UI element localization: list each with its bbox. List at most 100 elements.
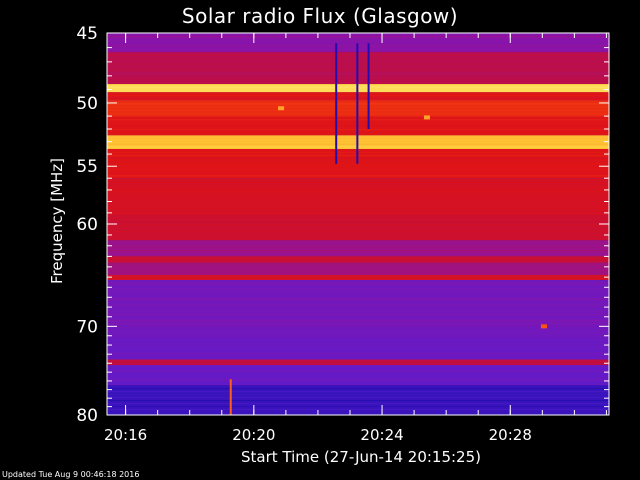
- y-tick-label: 80: [76, 406, 98, 426]
- band-texture-row: [107, 326, 609, 328]
- band-texture-row: [107, 367, 609, 369]
- band-texture-row: [107, 199, 609, 201]
- band-texture-row: [107, 277, 609, 279]
- burst-line: [367, 43, 370, 129]
- band-texture-row: [107, 373, 609, 375]
- band-texture-row: [107, 298, 609, 300]
- band-texture-row: [107, 365, 609, 367]
- band-texture-row: [107, 289, 609, 291]
- band-texture-row: [107, 275, 609, 277]
- band-texture-row: [107, 400, 609, 402]
- band-texture-row: [107, 175, 609, 177]
- x-tick-label: 20:16: [104, 426, 147, 444]
- band-texture-row: [107, 268, 609, 270]
- band-texture-row: [107, 184, 609, 186]
- frequency-band: [107, 359, 609, 366]
- x-axis-ticks: 20:16 20:20 20:24 20:28: [104, 33, 607, 444]
- spectrogram-image: [107, 33, 609, 415]
- band-texture-row: [107, 249, 609, 251]
- band-texture-row: [107, 178, 609, 180]
- band-texture-row: [107, 301, 609, 303]
- band-texture-row: [107, 265, 609, 267]
- band-texture-row: [107, 403, 609, 405]
- band-texture-row: [107, 259, 609, 261]
- band-texture-row: [107, 243, 609, 245]
- chart-title: Solar radio Flux (Glasgow): [181, 4, 459, 28]
- band-texture-row: [107, 193, 609, 195]
- band-texture-row: [107, 166, 609, 168]
- band-texture-row: [107, 190, 609, 192]
- band-texture-row: [107, 224, 609, 226]
- band-texture-row: [107, 42, 609, 44]
- band-texture-row: [107, 271, 609, 273]
- band-texture-row: [107, 320, 609, 322]
- band-texture-row: [107, 205, 609, 207]
- band-texture-row: [107, 163, 609, 165]
- band-texture-row: [107, 234, 609, 236]
- burst-spot: [423, 115, 430, 120]
- y-tick-label: 45: [76, 24, 98, 44]
- band-texture-row: [107, 391, 609, 393]
- band-texture-row: [107, 212, 609, 214]
- band-texture-row: [107, 227, 609, 229]
- band-texture-row: [107, 221, 609, 223]
- x-axis-label: Start Time (27-Jun-14 20:15:25): [241, 448, 481, 466]
- band-texture-row: [107, 394, 609, 396]
- band-texture-row: [107, 39, 609, 41]
- band-texture-row: [107, 332, 609, 334]
- band-texture-row: [107, 385, 609, 387]
- band-texture-row: [107, 253, 609, 255]
- band-texture-row: [107, 292, 609, 294]
- y-tick-label: 50: [76, 94, 98, 114]
- burst-line: [356, 43, 359, 164]
- burst-spot: [278, 106, 285, 111]
- band-texture-row: [107, 256, 609, 258]
- band-texture-row: [107, 36, 609, 38]
- y-tick-label: 55: [76, 157, 98, 177]
- band-texture-row: [107, 323, 609, 325]
- frequency-band: [107, 280, 609, 327]
- band-texture-row: [107, 215, 609, 217]
- burst-line: [229, 379, 232, 415]
- band-texture-row: [107, 196, 609, 198]
- band-texture-row: [107, 379, 609, 381]
- band-texture-row: [107, 307, 609, 309]
- band-texture-row: [107, 246, 609, 248]
- band-texture-row: [107, 317, 609, 319]
- band-texture-row: [107, 350, 609, 352]
- band-texture-row: [107, 187, 609, 189]
- band-texture-row: [107, 382, 609, 384]
- band-texture-row: [107, 230, 609, 232]
- band-texture-row: [107, 283, 609, 285]
- burst-line: [335, 43, 338, 164]
- y-axis-ticks: 45 50 55 60 70 80: [76, 24, 609, 426]
- band-texture-row: [107, 172, 609, 174]
- band-texture-row: [107, 169, 609, 171]
- x-tick-label: 20:20: [232, 426, 275, 444]
- band-texture-row: [107, 362, 609, 364]
- band-texture-row: [107, 356, 609, 358]
- y-tick-label: 70: [76, 317, 98, 337]
- band-texture-row: [107, 295, 609, 297]
- band-texture-row: [107, 335, 609, 337]
- band-texture-row: [107, 344, 609, 346]
- band-texture-row: [107, 314, 609, 316]
- band-texture-row: [107, 280, 609, 282]
- band-texture-row: [107, 376, 609, 378]
- y-axis-label: Frequency [MHz]: [48, 158, 66, 284]
- updated-timestamp: Updated Tue Aug 9 00:46:18 2016: [2, 470, 140, 479]
- band-texture-row: [107, 240, 609, 242]
- y-tick-label: 60: [76, 215, 98, 235]
- band-texture-row: [107, 370, 609, 372]
- frequency-band: [107, 275, 609, 281]
- band-texture-row: [107, 310, 609, 312]
- burst-spot: [540, 324, 547, 329]
- band-texture-row: [107, 329, 609, 331]
- frequency-band: [107, 326, 609, 360]
- band-texture-row: [107, 286, 609, 288]
- x-tick-label: 20:28: [489, 426, 532, 444]
- band-texture-row: [107, 341, 609, 343]
- band-texture-row: [107, 262, 609, 264]
- band-texture-row: [107, 406, 609, 408]
